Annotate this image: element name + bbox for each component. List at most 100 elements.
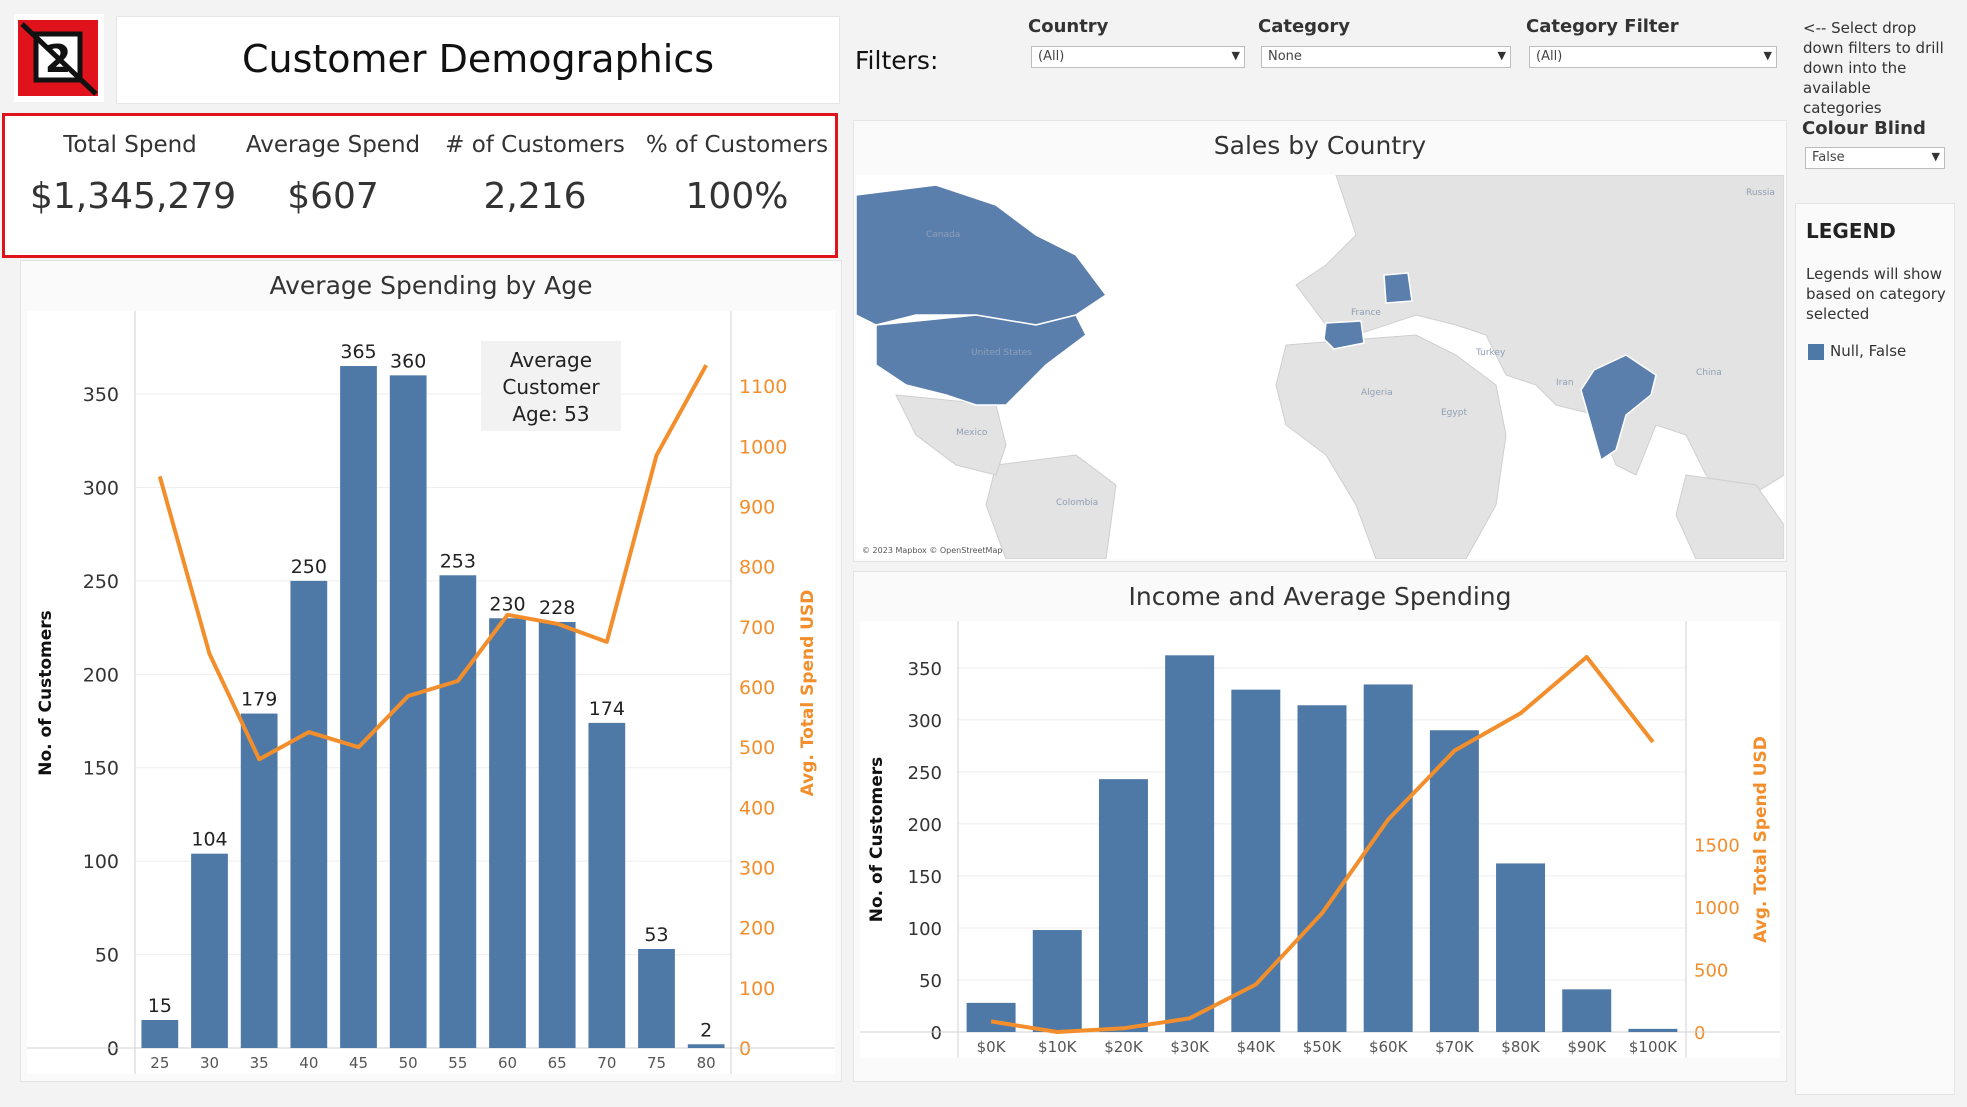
y2-tick-label: 1000 [739, 436, 787, 458]
logo-text: 2 [45, 37, 71, 81]
y2-tick-label: 300 [739, 857, 775, 879]
bar [1628, 1028, 1678, 1032]
country-filter-label: Country [1028, 16, 1109, 37]
chevron-down-icon: ▼ [1763, 49, 1772, 62]
y-tick-label: 100 [83, 851, 119, 873]
bar-data-label: 365 [340, 341, 376, 363]
kpi-box: Total Spend $1,345,279 Average Spend $60… [2, 113, 838, 258]
y2-tick-label: 700 [739, 617, 775, 639]
map-label-canada: Canada [926, 230, 960, 240]
world-map[interactable]: Canada United States Mexico Colombia Fra… [856, 175, 1784, 559]
canada-shape[interactable] [856, 184, 1108, 326]
y-tick-label: 300 [908, 711, 942, 732]
x-tick-label: 80 [697, 1054, 716, 1072]
bar [1363, 684, 1413, 1032]
south-america-shape [985, 454, 1117, 559]
logo-box: 2 [14, 14, 104, 102]
x-tick-label: 55 [448, 1054, 467, 1072]
x-tick-label: 70 [597, 1054, 616, 1072]
x-tick-label: $60K [1369, 1038, 1409, 1056]
y-tick-label: 350 [908, 659, 942, 680]
bar [489, 618, 526, 1048]
y2-tick-label: 1100 [739, 376, 787, 398]
x-tick-label: $40K [1237, 1038, 1277, 1056]
bar [340, 366, 377, 1048]
united-states-shape[interactable] [875, 314, 1087, 406]
y-tick-label: 0 [931, 1023, 942, 1044]
y-tick-label: 200 [908, 815, 942, 836]
map-panel: Sales by Country Canada United States Me… [853, 120, 1787, 562]
x-tick-label: 50 [399, 1054, 418, 1072]
germany-shape[interactable] [1383, 272, 1413, 304]
x-tick-label: 60 [498, 1054, 517, 1072]
map-label-france: France [1351, 308, 1381, 318]
bar [1562, 989, 1612, 1032]
legend-item-label: Null, False [1830, 342, 1907, 360]
kpi-value-percent-customers: 100% [685, 176, 789, 217]
spend-line [990, 655, 1655, 1034]
bar-data-label: 228 [539, 597, 575, 619]
country-filter-select[interactable]: (All) ▼ [1031, 46, 1245, 68]
kpi-value-customers: 2,216 [483, 176, 587, 217]
map-label-mexico: Mexico [956, 428, 988, 438]
x-tick-label: $10K [1038, 1038, 1078, 1056]
sea-asia-shape [1675, 474, 1784, 559]
average-age-annotation-line: Average [510, 348, 592, 372]
category-filter-value: (All) [1536, 49, 1563, 64]
map-label-colombia: Colombia [1056, 498, 1098, 508]
y2-axis-title: Avg. Total Spend USD [1751, 736, 1771, 943]
map-label-russia: Russia [1746, 188, 1775, 198]
plot-background [27, 311, 835, 1074]
y2-tick-label: 0 [739, 1038, 751, 1060]
country-filter-value: (All) [1038, 49, 1065, 64]
map-label-iran: Iran [1556, 378, 1574, 388]
legend-swatch [1808, 344, 1824, 360]
bar [588, 722, 626, 1048]
age-chart: 0501001502002503003500100200300400500600… [27, 311, 835, 1074]
bar [966, 1002, 1016, 1032]
spain-shape[interactable] [1323, 320, 1365, 350]
kpi-label-percent-customers: % of Customers [645, 132, 829, 158]
bar [191, 853, 228, 1048]
category-filter-title: Category Filter [1526, 16, 1679, 37]
bar [1496, 863, 1546, 1032]
logo-icon: 2 [18, 20, 98, 96]
x-tick-label: $50K [1303, 1038, 1343, 1056]
bar-data-label: 2 [700, 1019, 712, 1041]
spend-line [157, 364, 708, 762]
y-tick-label: 300 [83, 477, 119, 499]
category-filter-label: Category [1258, 16, 1351, 37]
category-select[interactable]: None ▼ [1261, 46, 1511, 68]
age-chart-panel: Average Spending by Age 0 50 100 150 200 250 3… [20, 260, 842, 1082]
bar-data-label: 104 [191, 829, 227, 851]
y-tick-label: 0 [107, 1038, 119, 1060]
average-age-annotation-line: Customer [502, 375, 600, 399]
average-age-annotation-line: Age: 53 [512, 402, 589, 426]
y2-tick-label: 600 [739, 677, 775, 699]
chevron-down-icon: ▼ [1931, 150, 1940, 163]
y2-tick-label: 1500 [1694, 836, 1740, 857]
y-tick-label: 100 [908, 919, 942, 940]
bar [687, 1044, 725, 1048]
x-tick-label: 45 [349, 1054, 368, 1072]
x-tick-label: $20K [1104, 1038, 1144, 1056]
y-tick-label: 350 [83, 384, 119, 406]
title-box: Customer Demographics [116, 16, 840, 104]
y2-axis-title: Avg. Total Spend USD [798, 590, 818, 797]
bar-data-label: 250 [291, 556, 327, 578]
y-tick-label: 200 [83, 664, 119, 686]
y2-tick-label: 400 [739, 797, 775, 819]
y2-tick-label: 200 [739, 918, 775, 940]
x-tick-label: $100K [1629, 1038, 1678, 1056]
category-filter-select[interactable]: (All) ▼ [1529, 46, 1777, 68]
y-tick-label: 250 [83, 571, 119, 593]
india-shape[interactable] [1580, 354, 1657, 462]
kpi-label-customers: # of Customers [445, 132, 625, 158]
bar [141, 1019, 179, 1048]
bar [389, 375, 427, 1048]
colour-blind-select[interactable]: False ▼ [1805, 147, 1945, 169]
average-age-annotation-box [481, 341, 621, 431]
chevron-down-icon: ▼ [1497, 49, 1506, 62]
bar [240, 713, 278, 1048]
y-tick-label: 150 [83, 758, 119, 780]
